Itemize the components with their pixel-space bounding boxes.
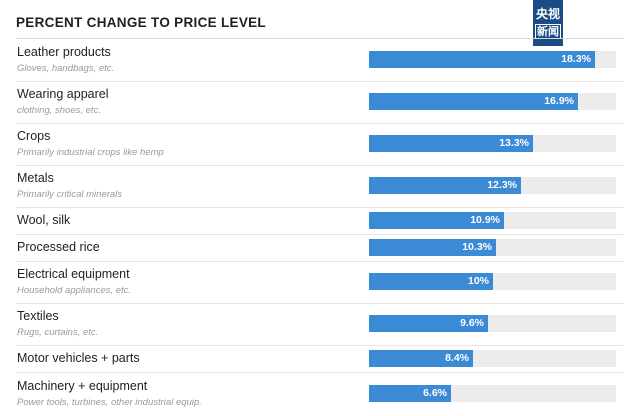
category-subtitle: Primarily industrial crops like hemp bbox=[17, 147, 164, 158]
bar-track: 9.6% bbox=[369, 315, 616, 332]
bar-value-label: 13.3% bbox=[499, 137, 529, 149]
bar-value-label: 16.9% bbox=[544, 95, 574, 107]
bar-value-label: 10.9% bbox=[470, 214, 500, 226]
bar-track: 8.4% bbox=[369, 350, 616, 367]
category-label: Textiles bbox=[17, 309, 59, 323]
category-subtitle: Gloves, handbags, etc. bbox=[17, 63, 115, 74]
bar bbox=[369, 135, 533, 152]
bar bbox=[369, 239, 496, 256]
category-label: Motor vehicles + parts bbox=[17, 351, 140, 365]
bar-value-label: 18.3% bbox=[561, 53, 591, 65]
bar bbox=[369, 51, 595, 68]
category-label: Wool, silk bbox=[17, 213, 71, 227]
bar-track: 10% bbox=[369, 273, 616, 290]
category-label: Metals bbox=[17, 171, 54, 185]
bar-value-label: 6.6% bbox=[423, 387, 447, 399]
bar-track: 16.9% bbox=[369, 93, 616, 110]
row-divider bbox=[16, 207, 624, 208]
logo-line-1: 央视 bbox=[535, 7, 560, 21]
header-divider bbox=[16, 38, 624, 39]
row-divider bbox=[16, 261, 624, 262]
row-divider bbox=[16, 123, 624, 124]
bar bbox=[369, 273, 493, 290]
bar bbox=[369, 93, 578, 110]
bar-track: 13.3% bbox=[369, 135, 616, 152]
chart-title: PERCENT CHANGE TO PRICE LEVEL bbox=[16, 15, 266, 30]
bar-track: 10.9% bbox=[369, 212, 616, 229]
category-subtitle: Household appliances, etc. bbox=[17, 285, 132, 296]
category-subtitle: Primarily critical minerals bbox=[17, 189, 123, 200]
row-divider bbox=[16, 345, 624, 346]
bar-track: 6.6% bbox=[369, 385, 616, 402]
bar bbox=[369, 350, 473, 367]
row-divider bbox=[16, 165, 624, 166]
category-label: Electrical equipment bbox=[17, 267, 130, 281]
bar bbox=[369, 315, 488, 332]
bar bbox=[369, 385, 451, 402]
bar-value-label: 10% bbox=[467, 275, 489, 287]
bar bbox=[369, 177, 521, 194]
bar-value-label: 10.3% bbox=[462, 241, 492, 253]
row-divider bbox=[16, 81, 624, 82]
category-subtitle: Power tools, turbines, other industrial … bbox=[17, 397, 202, 408]
category-subtitle: clothing, shoes, etc. bbox=[17, 105, 101, 116]
row-divider bbox=[16, 372, 624, 373]
bar-track: 10.3% bbox=[369, 239, 616, 256]
category-label: Leather products bbox=[17, 45, 111, 59]
bar-value-label: 8.4% bbox=[445, 352, 469, 364]
bar-track: 18.3% bbox=[369, 51, 616, 68]
row-divider bbox=[16, 234, 624, 235]
category-subtitle: Rugs, curtains, etc. bbox=[17, 327, 99, 338]
category-label: Wearing apparel bbox=[17, 87, 109, 101]
bar-track: 12.3% bbox=[369, 177, 616, 194]
category-label: Crops bbox=[17, 129, 51, 143]
bar-value-label: 9.6% bbox=[460, 317, 484, 329]
bar-value-label: 12.3% bbox=[487, 179, 517, 191]
category-label: Processed rice bbox=[17, 240, 100, 254]
category-label: Machinery + equipment bbox=[17, 379, 148, 393]
row-divider bbox=[16, 303, 624, 304]
bar bbox=[369, 212, 504, 229]
